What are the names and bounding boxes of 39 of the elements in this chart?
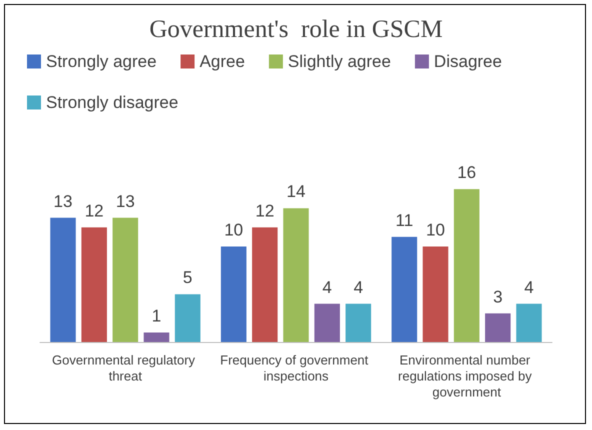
chart-title: Government's role in GSCM [149, 16, 443, 43]
data-label: 12 [84, 201, 104, 220]
x-tick-label: Frequency of government inspections [220, 352, 372, 384]
x-tick-label: Environmental number regulations imposed by government [398, 352, 536, 400]
legend-label: Disagree [434, 52, 502, 71]
x-tick-label: Governmental regulatory threat [52, 352, 199, 384]
legend-label: Agree [200, 52, 245, 71]
bar [422, 246, 448, 342]
bar [252, 227, 278, 342]
data-label: 4 [524, 278, 534, 297]
bar [50, 218, 76, 342]
bar [144, 332, 170, 342]
bar [220, 246, 246, 342]
data-label: 4 [322, 278, 332, 297]
data-label: 10 [426, 220, 445, 240]
bar [516, 304, 542, 342]
bar [81, 227, 107, 342]
data-label: 12 [255, 201, 274, 220]
legend-label: Strongly agree [46, 52, 157, 71]
bar [392, 236, 418, 342]
bar [283, 208, 309, 342]
bar [314, 304, 340, 342]
data-label: 3 [493, 287, 503, 306]
data-label: 4 [354, 278, 364, 297]
legend-label: Slightly agree [288, 52, 391, 71]
data-label: 14 [286, 182, 306, 202]
bar [485, 313, 511, 342]
data-label: 16 [457, 163, 476, 182]
bar [112, 218, 138, 342]
legend-label: Strongly disagree [46, 93, 178, 112]
data-label: 11 [396, 210, 414, 230]
bar [174, 294, 200, 342]
bar [454, 189, 480, 342]
data-label: 5 [182, 268, 192, 288]
data-label: 13 [54, 192, 72, 211]
data-label: 13 [116, 192, 135, 211]
data-label: 10 [224, 220, 244, 240]
data-label: 1 [152, 306, 162, 326]
bar [346, 304, 372, 342]
